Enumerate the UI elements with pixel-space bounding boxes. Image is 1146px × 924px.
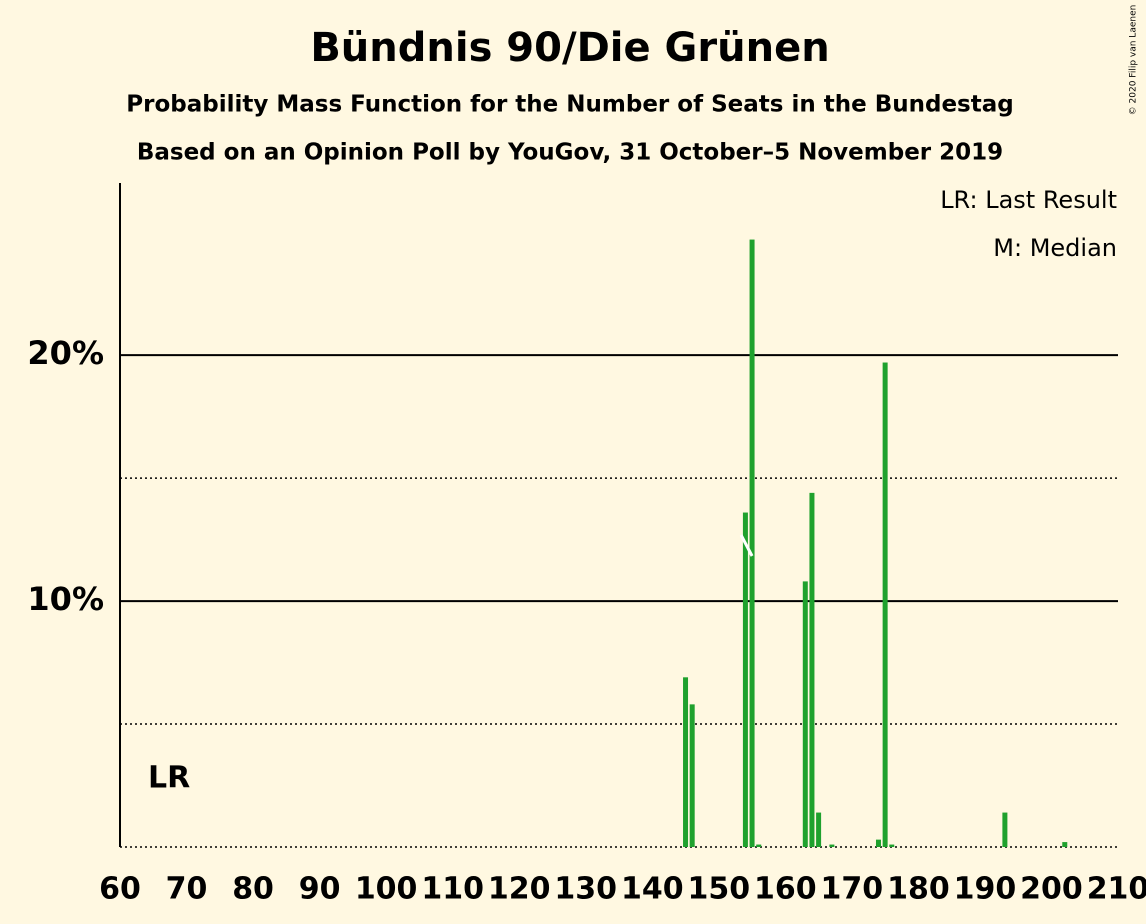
legend-entry: LR: Last Result <box>940 186 1117 214</box>
x-tick-label: 170 <box>821 872 884 907</box>
x-tick-label: 200 <box>1020 872 1083 907</box>
lr-label: LR <box>148 761 190 796</box>
bar <box>816 812 822 847</box>
x-tick-label: 190 <box>954 872 1017 907</box>
x-tick-label: 100 <box>355 872 418 907</box>
bar <box>1002 812 1008 847</box>
y-tick-label: 10% <box>27 580 104 618</box>
bar <box>1062 842 1068 847</box>
bar <box>882 362 888 847</box>
x-tick-label: 210 <box>1087 872 1146 907</box>
x-tick-label: 110 <box>421 872 484 907</box>
bar <box>749 239 755 847</box>
bar <box>742 512 748 847</box>
x-tick-label: 160 <box>754 872 817 907</box>
x-tick-label: 180 <box>887 872 950 907</box>
x-tick-label: 90 <box>299 872 341 907</box>
bar <box>889 844 895 847</box>
x-tick-label: 130 <box>554 872 617 907</box>
x-tick-label: 140 <box>621 872 684 907</box>
legend-entry: M: Median <box>993 234 1117 262</box>
bar <box>875 839 881 847</box>
bar <box>683 677 689 847</box>
chart-subtitle: Probability Mass Function for the Number… <box>126 92 1013 118</box>
x-tick-label: 120 <box>488 872 551 907</box>
chart-title: Bündnis 90/Die Grünen <box>310 25 829 71</box>
bar <box>802 581 808 847</box>
bar <box>809 492 815 847</box>
median-marker <box>739 534 754 557</box>
x-tick-label: 80 <box>232 872 274 907</box>
bar <box>756 844 762 847</box>
bar <box>689 704 695 847</box>
copyright: © 2020 Filip van Laenen <box>1129 5 1139 116</box>
y-tick-label: 20% <box>27 334 104 372</box>
x-tick-label: 70 <box>166 872 208 907</box>
chart-subtitle: Based on an Opinion Poll by YouGov, 31 O… <box>137 140 1003 166</box>
x-tick-label: 150 <box>687 872 750 907</box>
bar <box>829 844 835 847</box>
x-tick-label: 60 <box>99 872 141 907</box>
